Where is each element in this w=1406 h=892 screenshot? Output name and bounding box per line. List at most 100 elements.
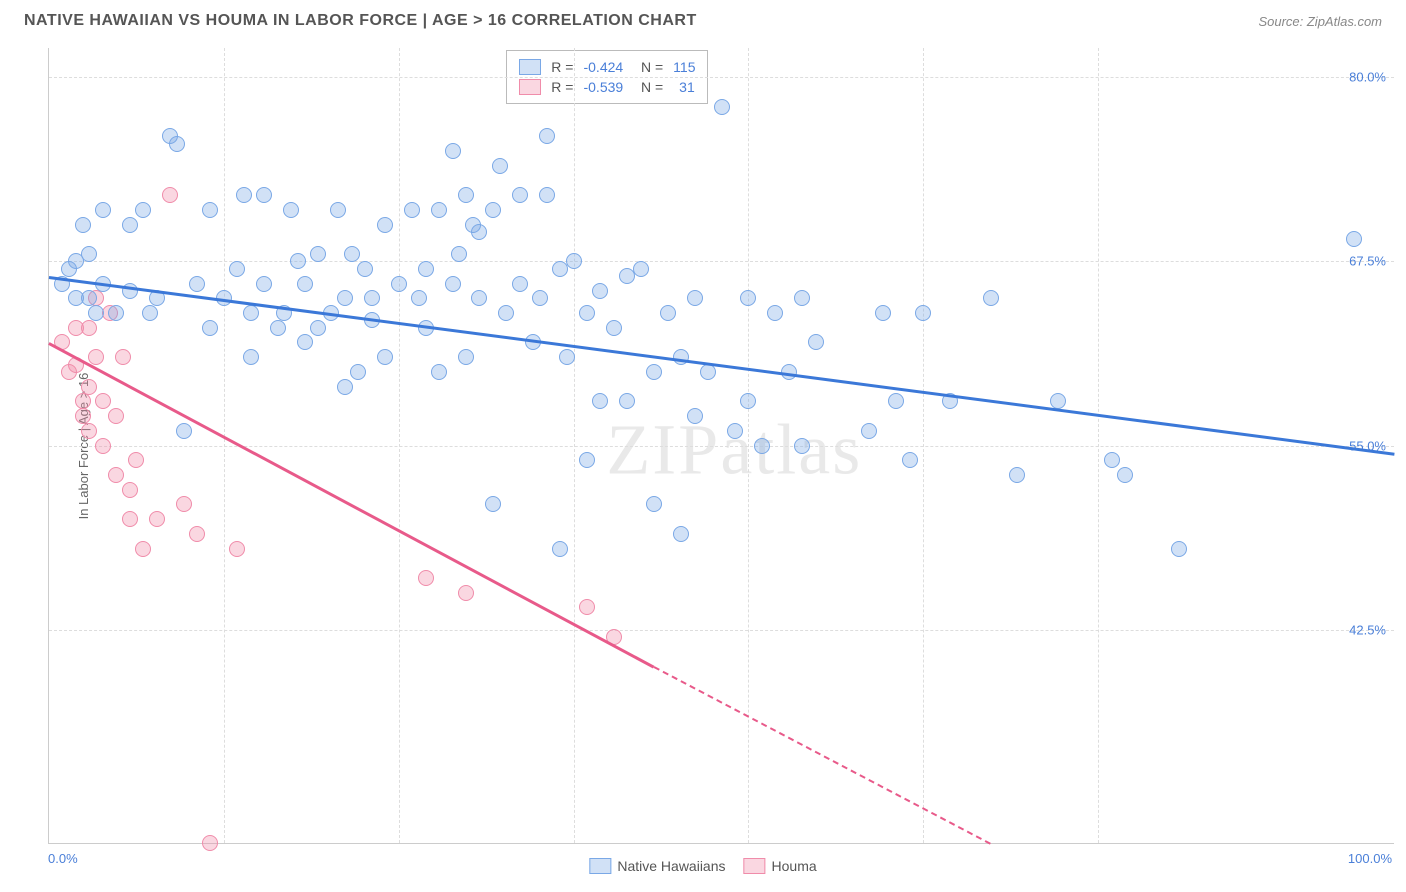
legend-row-houma: R = -0.539 N = 31 [519, 77, 695, 97]
data-point [108, 305, 124, 321]
data-point [189, 276, 205, 292]
data-point [646, 496, 662, 512]
x-tick-label: 0.0% [48, 851, 78, 866]
scatter-chart: ZIPatlas R = -0.424 N = 115 R = -0.539 N… [48, 48, 1394, 844]
data-point [619, 393, 635, 409]
data-point [418, 261, 434, 277]
y-tick-label: 42.5% [1349, 622, 1386, 637]
data-point [673, 526, 689, 542]
data-point [169, 136, 185, 152]
data-point [552, 541, 568, 557]
data-point [451, 246, 467, 262]
data-point [539, 187, 555, 203]
data-point [532, 290, 548, 306]
gridline-h [49, 77, 1394, 78]
swatch-blue [589, 858, 611, 874]
data-point [142, 305, 158, 321]
x-tick-label: 100.0% [1348, 851, 1392, 866]
data-point [290, 253, 306, 269]
data-point [236, 187, 252, 203]
data-point [646, 364, 662, 380]
data-point [344, 246, 360, 262]
chart-title: NATIVE HAWAIIAN VS HOUMA IN LABOR FORCE … [24, 12, 697, 30]
data-point [297, 276, 313, 292]
data-point [566, 253, 582, 269]
data-point [888, 393, 904, 409]
data-point [310, 246, 326, 262]
r-label: R = [551, 59, 573, 75]
data-point [983, 290, 999, 306]
legend-label-houma: Houma [772, 858, 817, 874]
trend-line [49, 276, 1394, 455]
data-point [498, 305, 514, 321]
data-point [559, 349, 575, 365]
data-point [431, 364, 447, 380]
data-point [1009, 467, 1025, 483]
data-point [115, 349, 131, 365]
data-point [202, 202, 218, 218]
data-point [189, 526, 205, 542]
data-point [229, 261, 245, 277]
data-point [310, 320, 326, 336]
data-point [377, 349, 393, 365]
data-point [81, 320, 97, 336]
data-point [660, 305, 676, 321]
data-point [337, 379, 353, 395]
data-point [727, 423, 743, 439]
swatch-blue [519, 59, 541, 75]
data-point [128, 452, 144, 468]
data-point [512, 276, 528, 292]
data-point [202, 835, 218, 851]
data-point [458, 187, 474, 203]
data-point [297, 334, 313, 350]
n-value-houma: 31 [673, 79, 695, 95]
data-point [539, 128, 555, 144]
data-point [88, 305, 104, 321]
data-point [95, 202, 111, 218]
data-point [902, 452, 918, 468]
r-label: R = [551, 79, 573, 95]
n-label: N = [633, 79, 663, 95]
data-point [592, 283, 608, 299]
legend-row-hawaiians: R = -0.424 N = 115 [519, 57, 695, 77]
data-point [135, 202, 151, 218]
gridline-h [49, 630, 1394, 631]
data-point [445, 143, 461, 159]
legend-item-hawaiians: Native Hawaiians [589, 858, 725, 874]
r-value-houma: -0.539 [583, 79, 623, 95]
data-point [579, 452, 595, 468]
data-point [95, 438, 111, 454]
data-point [579, 599, 595, 615]
data-point [357, 261, 373, 277]
swatch-pink [519, 79, 541, 95]
data-point [1104, 452, 1120, 468]
data-point [229, 541, 245, 557]
gridline-v [1098, 48, 1099, 843]
data-point [270, 320, 286, 336]
data-point [350, 364, 366, 380]
data-point [81, 423, 97, 439]
data-point [740, 290, 756, 306]
data-point [714, 99, 730, 115]
data-point [485, 202, 501, 218]
data-point [243, 305, 259, 321]
data-point [794, 438, 810, 454]
data-point [633, 261, 649, 277]
data-point [418, 570, 434, 586]
data-point [283, 202, 299, 218]
data-point [256, 276, 272, 292]
data-point [673, 349, 689, 365]
gridline-v [574, 48, 575, 843]
data-point [485, 496, 501, 512]
data-point [243, 349, 259, 365]
data-point [1117, 467, 1133, 483]
data-point [256, 187, 272, 203]
data-point [364, 290, 380, 306]
gridline-v [923, 48, 924, 843]
data-point [579, 305, 595, 321]
trend-line [654, 666, 991, 844]
data-point [135, 541, 151, 557]
data-point [431, 202, 447, 218]
data-point [75, 217, 91, 233]
n-value-hawaiians: 115 [673, 59, 695, 75]
